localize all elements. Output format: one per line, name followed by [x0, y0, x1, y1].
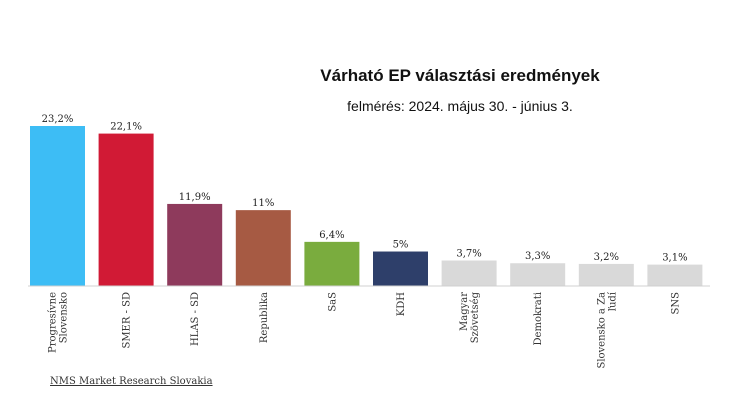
bar-1 — [98, 133, 154, 286]
chart-subtitle: felmérés: 2024. május 30. - június 3. — [347, 98, 573, 114]
category-label-4: SaS — [327, 292, 338, 312]
bar-7 — [510, 263, 566, 286]
bar-9 — [647, 264, 703, 286]
bar-0 — [30, 126, 85, 286]
category-label-7: Demokrati — [533, 292, 544, 345]
bar-value-label-4: 6,4% — [319, 230, 344, 241]
bar-value-label-3: 11% — [252, 198, 274, 209]
bar-value-label-0: 23,2% — [42, 114, 74, 125]
bar-value-label-1: 22,1% — [110, 122, 142, 133]
category-label-3: Republika — [259, 292, 270, 343]
bar-5 — [373, 251, 428, 286]
category-label-5: KDH — [396, 292, 407, 316]
category-label-8: Slovensko a Zaľudí — [596, 291, 618, 368]
bar-value-label-7: 3,3% — [525, 251, 550, 262]
bar-3 — [235, 210, 291, 286]
bar-value-label-2: 11,9% — [179, 192, 211, 203]
source-link[interactable]: NMS Market Research Slovakia — [50, 376, 213, 387]
bars-layer: 23,2% ProgresívneSlovensko 22,1% SMER - SD 1… — [30, 114, 703, 369]
bar-2 — [167, 203, 223, 286]
bar-8 — [578, 263, 634, 286]
bar-value-label-9: 3,1% — [662, 253, 687, 264]
category-label-2: HLAS - SD — [190, 292, 201, 346]
bar-4 — [304, 241, 360, 286]
bar-value-label-5: 5% — [393, 240, 409, 251]
category-label-0: ProgresívneSlovensko — [48, 292, 70, 353]
category-label-6: MagyarSzövetség — [459, 291, 481, 343]
bar-value-label-8: 3,2% — [594, 252, 619, 263]
bar-6 — [441, 260, 497, 286]
chart-title: Várható EP választási eredmények — [320, 66, 600, 85]
bar-value-label-6: 3,7% — [456, 248, 481, 259]
category-label-9: SNS — [670, 292, 681, 315]
category-label-1: SMER - SD — [122, 292, 133, 349]
